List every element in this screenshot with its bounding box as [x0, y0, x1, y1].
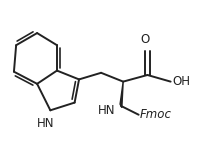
Text: O: O	[141, 33, 150, 46]
Text: Fmoc: Fmoc	[140, 108, 172, 121]
Polygon shape	[120, 82, 123, 108]
Text: HN: HN	[98, 104, 115, 117]
Text: HN: HN	[37, 117, 55, 130]
Text: OH: OH	[173, 75, 191, 88]
